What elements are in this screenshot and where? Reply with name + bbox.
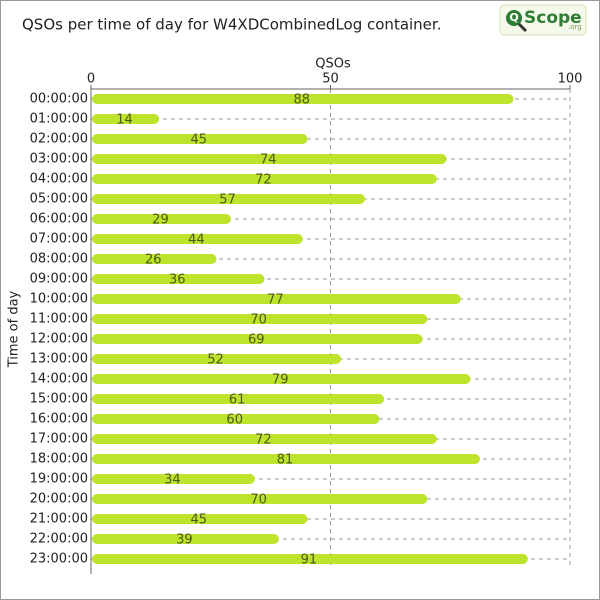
value-label: 60 — [226, 413, 243, 428]
y-tick-label: 16:00:00 — [30, 412, 88, 427]
bar — [92, 454, 480, 464]
y-tick-label: 03:00:00 — [30, 152, 88, 167]
y-axis-label: Time of day — [7, 290, 22, 368]
value-label: 36 — [169, 273, 186, 288]
bar — [92, 294, 461, 304]
bar — [92, 274, 265, 284]
value-label: 29 — [152, 213, 169, 228]
bar — [92, 414, 380, 424]
value-label: 72 — [255, 433, 272, 448]
bar — [92, 234, 303, 244]
value-label: 70 — [250, 313, 267, 328]
y-tick-label: 12:00:00 — [30, 332, 88, 347]
bar — [92, 554, 528, 564]
bar — [92, 474, 255, 484]
y-tick-label: 13:00:00 — [30, 352, 88, 367]
bar — [92, 134, 308, 144]
value-label: 70 — [250, 493, 267, 508]
value-label: 72 — [255, 173, 272, 188]
bar — [92, 514, 308, 524]
y-tick-label: 00:00:00 — [30, 92, 88, 107]
bar — [92, 314, 428, 324]
value-label: 61 — [229, 393, 246, 408]
logo-handle — [517, 22, 528, 33]
value-label: 74 — [260, 153, 277, 168]
bar — [92, 494, 428, 504]
value-label: 77 — [267, 293, 284, 308]
y-tick-label: 02:00:00 — [30, 132, 88, 147]
y-tick-label: 08:00:00 — [30, 252, 88, 267]
logo-suffix: .org — [568, 23, 582, 31]
x-axis-label: QSOs — [315, 57, 351, 72]
y-tick-label: 05:00:00 — [30, 192, 88, 207]
y-tick-label: 11:00:00 — [30, 312, 88, 327]
value-label: 79 — [272, 373, 289, 388]
bar — [92, 174, 437, 184]
value-label: 69 — [248, 333, 265, 348]
value-label: 34 — [164, 473, 181, 488]
logo-circle — [506, 10, 522, 26]
value-label: 45 — [191, 513, 208, 528]
y-tick-label: 09:00:00 — [30, 272, 88, 287]
y-tick-label: 23:00:00 — [30, 552, 88, 567]
bar — [92, 154, 447, 164]
value-label: 57 — [219, 193, 236, 208]
x-tick-label: 50 — [322, 72, 339, 87]
y-tick-label: 18:00:00 — [30, 452, 88, 467]
bar — [92, 214, 231, 224]
bar — [92, 114, 160, 124]
value-label: 44 — [188, 233, 205, 248]
bar — [92, 354, 342, 364]
y-tick-label: 06:00:00 — [30, 212, 88, 227]
y-tick-label: 01:00:00 — [30, 112, 88, 127]
y-tick-label: 14:00:00 — [30, 372, 88, 387]
value-label: 88 — [293, 93, 310, 108]
bar — [92, 254, 217, 264]
value-label: 26 — [145, 253, 162, 268]
bar — [92, 194, 366, 204]
y-tick-label: 17:00:00 — [30, 432, 88, 447]
y-tick-label: 10:00:00 — [30, 292, 88, 307]
value-label: 39 — [176, 533, 193, 548]
y-tick-label: 20:00:00 — [30, 492, 88, 507]
bar — [92, 374, 471, 384]
y-tick-label: 22:00:00 — [30, 532, 88, 547]
bar — [92, 94, 514, 104]
value-label: 52 — [207, 353, 224, 368]
logo-letter: Q — [509, 11, 518, 24]
y-tick-label: 19:00:00 — [30, 472, 88, 487]
y-tick-label: 21:00:00 — [30, 512, 88, 527]
logo: Q Scope .org — [499, 4, 587, 36]
bar — [92, 334, 423, 344]
value-label: 45 — [191, 133, 208, 148]
value-label: 14 — [116, 113, 133, 128]
chart-title: QSOs per time of day for W4XDCombinedLog… — [22, 16, 441, 34]
bar — [92, 534, 279, 544]
logo-text: Scope — [524, 8, 582, 28]
bar — [92, 394, 385, 404]
bar — [92, 434, 437, 444]
value-label: 91 — [301, 553, 318, 568]
x-tick-label: 0 — [87, 72, 95, 87]
value-label: 81 — [277, 453, 294, 468]
y-tick-label: 04:00:00 — [30, 172, 88, 187]
y-tick-label: 15:00:00 — [30, 392, 88, 407]
y-tick-label: 07:00:00 — [30, 232, 88, 247]
x-tick-label: 100 — [558, 72, 583, 87]
